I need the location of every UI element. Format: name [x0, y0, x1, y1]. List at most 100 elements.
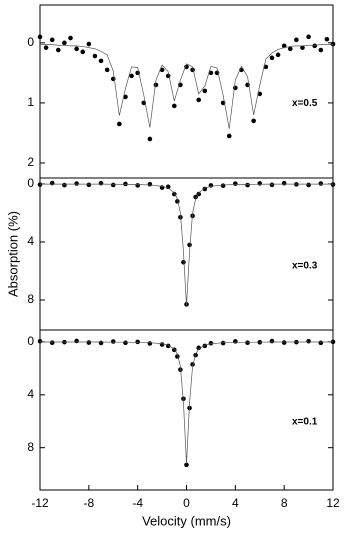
- data-point: [251, 118, 256, 124]
- data-point: [98, 180, 104, 186]
- y-tick-label: 0: [27, 334, 34, 348]
- data-point: [220, 183, 226, 188]
- x-tick-label: 12: [326, 496, 340, 510]
- data-point: [86, 182, 92, 188]
- data-point: [49, 340, 55, 345]
- data-point: [208, 70, 214, 76]
- data-point: [330, 182, 336, 187]
- data-point: [159, 342, 165, 347]
- data-point: [123, 181, 128, 187]
- data-point: [135, 183, 140, 188]
- data-point: [62, 40, 67, 46]
- data-point: [318, 47, 324, 53]
- data-point: [43, 45, 49, 50]
- y-tick-label: 0: [27, 35, 34, 49]
- data-point: [269, 338, 275, 344]
- data-point: [181, 259, 186, 265]
- y-axis-label: Absorption (%): [5, 211, 20, 297]
- data-point: [104, 67, 110, 73]
- data-point: [281, 43, 287, 49]
- data-point: [281, 180, 287, 186]
- data-point: [306, 338, 311, 344]
- fit-line: [40, 44, 333, 129]
- y-tick-label: 8: [27, 440, 34, 454]
- x-tick-label: -12: [31, 496, 49, 510]
- x-tick-label: -4: [132, 496, 143, 510]
- data-point: [98, 58, 104, 64]
- panel-frame: [39, 177, 334, 331]
- data-point: [74, 46, 79, 52]
- data-point: [147, 136, 153, 142]
- data-point: [312, 43, 317, 49]
- data-point: [220, 340, 226, 346]
- data-point: [196, 97, 202, 103]
- data-point: [184, 462, 189, 468]
- y-tick-label: 4: [27, 387, 34, 401]
- data-point: [110, 182, 116, 188]
- y-tick-label: 4: [27, 234, 34, 248]
- data-point: [171, 103, 177, 109]
- data-point: [226, 133, 232, 139]
- data-point: [202, 88, 208, 94]
- data-point: [153, 82, 159, 88]
- data-point: [37, 338, 43, 344]
- data-point: [245, 340, 250, 345]
- data-point: [86, 41, 92, 47]
- data-point: [269, 182, 275, 188]
- fit-line: [40, 341, 333, 464]
- data-point: [37, 182, 43, 187]
- data-point: [184, 64, 189, 70]
- x-tick-label: 4: [232, 496, 239, 510]
- data-point: [86, 340, 92, 345]
- data-point: [135, 339, 140, 345]
- y-tick-label: 2: [27, 155, 34, 169]
- data-point: [294, 37, 299, 43]
- data-point: [68, 35, 73, 41]
- data-point: [117, 121, 122, 127]
- data-point: [110, 339, 116, 344]
- data-point: [306, 182, 311, 188]
- annotation: x=0.3: [292, 261, 318, 272]
- data-point: [263, 64, 269, 70]
- data-point: [92, 53, 98, 59]
- data-point: [245, 182, 250, 188]
- data-point: [187, 242, 192, 248]
- y-tick-label: 1: [27, 95, 34, 109]
- data-point: [147, 181, 153, 187]
- x-tick-label: 8: [281, 496, 288, 510]
- data-point: [330, 41, 336, 47]
- data-point: [257, 181, 263, 186]
- data-point: [80, 49, 86, 55]
- annotation: x=0.1: [292, 417, 318, 428]
- data-point: [123, 340, 128, 346]
- data-point: [318, 340, 324, 346]
- data-point: [62, 182, 67, 188]
- data-point: [287, 46, 293, 52]
- data-point: [175, 199, 180, 204]
- data-point: [123, 94, 128, 100]
- data-point: [275, 52, 281, 58]
- annotation: x=0.5: [292, 98, 318, 109]
- data-point: [165, 73, 171, 79]
- data-point: [129, 73, 134, 79]
- data-point: [324, 36, 330, 42]
- data-point: [74, 338, 79, 344]
- data-point: [98, 340, 104, 346]
- y-tick-label: 8: [27, 292, 34, 306]
- data-point: [74, 181, 79, 186]
- data-point: [196, 345, 202, 351]
- x-tick-label: 0: [183, 496, 190, 510]
- data-point: [147, 341, 153, 346]
- fit-line: [40, 183, 333, 306]
- data-point: [269, 55, 275, 61]
- x-tick-label: -8: [83, 496, 94, 510]
- y-tick-label: 0: [27, 176, 34, 190]
- data-point: [49, 37, 55, 43]
- data-point: [233, 181, 238, 186]
- data-point: [165, 184, 171, 190]
- data-point: [300, 45, 305, 50]
- data-point: [233, 85, 238, 91]
- data-point: [233, 339, 238, 344]
- data-point: [56, 47, 61, 53]
